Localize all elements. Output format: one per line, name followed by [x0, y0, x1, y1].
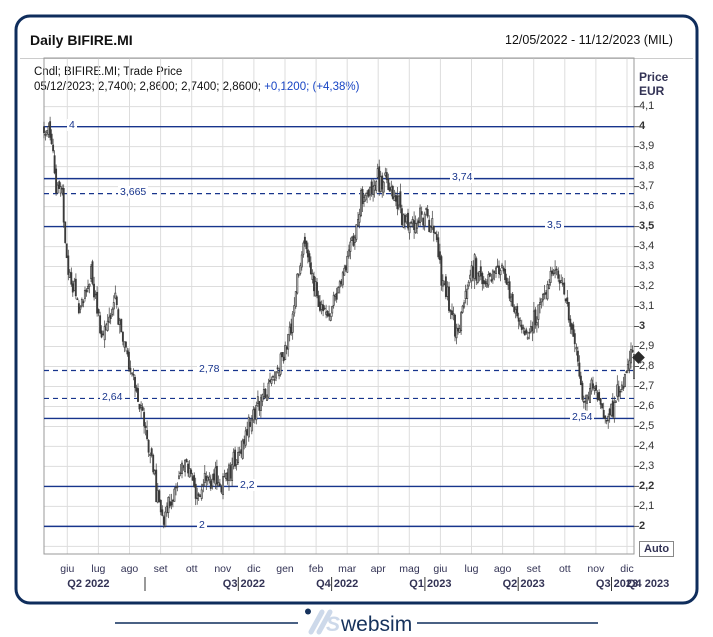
svg-text:S: S — [326, 613, 340, 636]
svg-text:websim: websim — [340, 613, 412, 636]
